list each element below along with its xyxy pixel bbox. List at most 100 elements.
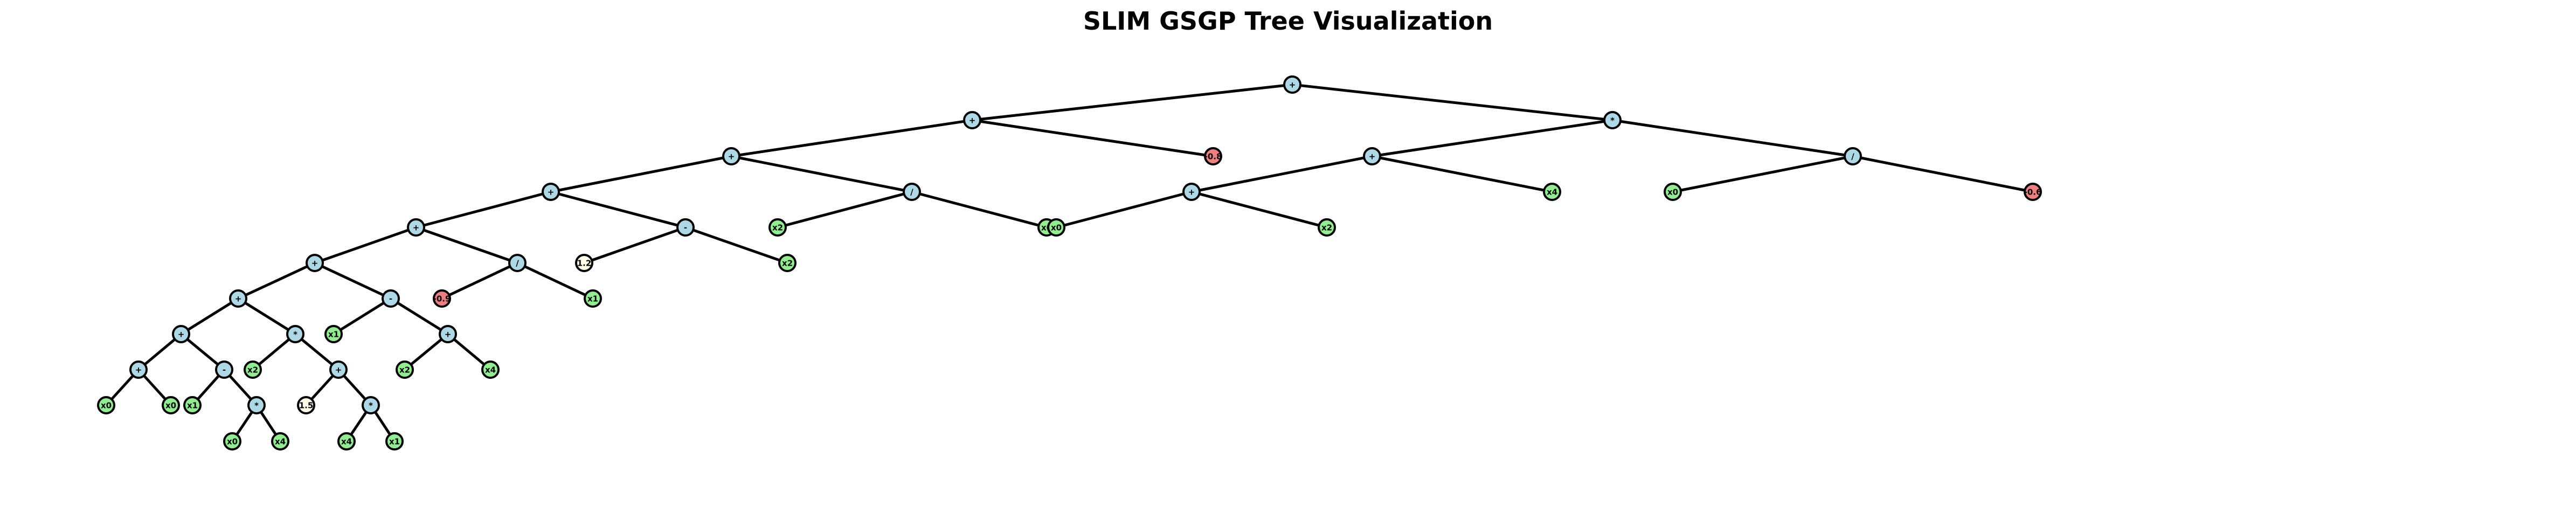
tree-node-function-minus: - — [676, 218, 695, 237]
node-label: - — [684, 223, 687, 233]
node-circle — [306, 254, 324, 272]
node-circle — [433, 289, 451, 308]
node-circle — [297, 396, 315, 414]
tree-edge — [972, 83, 1293, 122]
node-circle — [1283, 75, 1301, 94]
tree-edge — [333, 297, 392, 336]
node-circle — [722, 147, 740, 165]
node-circle — [172, 325, 190, 343]
node-circle — [183, 396, 202, 414]
node-label: - — [223, 365, 226, 375]
node-label: x1 — [587, 294, 598, 304]
node-circle — [337, 432, 356, 450]
tree-edge — [777, 190, 912, 229]
node-circle — [382, 289, 400, 308]
node-label: * — [1610, 116, 1615, 126]
tree-edge — [416, 190, 551, 229]
tree-node-terminal-x2: x2 — [768, 218, 787, 237]
node-label: + — [548, 188, 555, 197]
node-label: 1.5 — [299, 401, 314, 411]
tree-edge — [1372, 155, 1553, 193]
node-circle — [229, 289, 247, 308]
node-circle — [271, 432, 289, 450]
tree-edge — [731, 119, 973, 158]
tree-node-function-plus: + — [963, 111, 981, 129]
tree-node-function-plus: + — [542, 183, 560, 201]
node-label: * — [293, 330, 297, 339]
node-circle — [324, 325, 343, 343]
tree-node-terminal-x4: x4 — [1543, 183, 1561, 201]
tree-node-terminal-x1: x1 — [584, 289, 602, 308]
node-circle — [542, 183, 560, 201]
tree-node-function-plus: + — [306, 254, 324, 272]
tree-node-function-plus: + — [129, 361, 148, 379]
node-circle — [1543, 183, 1561, 201]
node-label: -0.6 — [2024, 188, 2042, 197]
tree-edge — [731, 155, 912, 193]
node-label: x0 — [227, 437, 238, 447]
node-label: + — [728, 152, 735, 162]
tree-node-function-plus: + — [439, 325, 457, 343]
node-label: x2 — [782, 259, 793, 268]
tree-node-function-plus: + — [1363, 147, 1381, 165]
tree-node-constant_neg-neg0-8: -0.8 — [1204, 147, 1222, 165]
node-circle — [97, 396, 115, 414]
tree-node-terminal-x2: x2 — [1318, 218, 1336, 237]
node-circle — [963, 111, 981, 129]
node-label: x1 — [328, 330, 339, 339]
tree-edge — [1292, 83, 1613, 122]
tree-edge — [314, 226, 417, 265]
tree-edge — [685, 226, 788, 265]
tree-node-terminal-x0: x0 — [162, 396, 180, 414]
tree-node-terminal-x1: x1 — [324, 325, 343, 343]
node-circle — [329, 361, 348, 379]
tree-node-function-divide: / — [1844, 147, 1862, 165]
tree-node-terminal-x2: x2 — [244, 361, 262, 379]
node-label: x2 — [772, 223, 783, 233]
node-label: x2 — [1321, 223, 1332, 233]
tree-node-terminal-x0: x0 — [97, 396, 115, 414]
node-circle — [407, 218, 425, 237]
tree-node-function-divide: / — [508, 254, 527, 272]
node-label: x0 — [1051, 223, 1062, 233]
node-circle — [129, 361, 148, 379]
node-label: x4 — [485, 365, 496, 375]
node-circle — [575, 254, 593, 272]
tree-edge — [237, 297, 296, 336]
tree-node-function-divide: / — [903, 183, 921, 201]
tree-node-constant_pos-1-2: 1.2 — [575, 254, 593, 272]
tree-edge — [1191, 190, 1327, 229]
tree-edge — [1612, 119, 1853, 158]
node-circle — [1603, 111, 1622, 129]
tree-edge — [180, 297, 239, 336]
tree-edge — [584, 226, 686, 265]
node-circle — [396, 361, 414, 379]
node-circle — [244, 361, 262, 379]
node-label: + — [311, 259, 318, 268]
tree-edge — [447, 333, 491, 371]
node-label: + — [135, 365, 142, 375]
tree-edges — [105, 83, 2033, 442]
node-circle — [768, 218, 787, 237]
tree-node-function-minus: - — [215, 361, 233, 379]
node-circle — [439, 325, 457, 343]
tree-node-terminal-x2: x2 — [778, 254, 797, 272]
tree-edge — [314, 261, 392, 300]
tree-edge — [404, 333, 449, 371]
node-circle — [385, 432, 404, 450]
tree-node-function-times: * — [1603, 111, 1622, 129]
node-label: + — [1289, 80, 1296, 90]
tree-node-function-times: * — [362, 396, 380, 414]
node-label: x0 — [1667, 188, 1678, 197]
tree-node-constant_pos-1-5: 1.5 — [297, 396, 315, 414]
node-label: + — [969, 116, 976, 126]
tree-edge — [911, 190, 1047, 229]
tree-edge — [441, 261, 518, 300]
tree-edge — [1852, 155, 2033, 193]
node-label: x4 — [275, 437, 286, 447]
node-circle — [1047, 218, 1065, 237]
node-circle — [584, 289, 602, 308]
tree-edge — [237, 261, 316, 300]
tree-edge — [1191, 155, 1373, 193]
node-label: x0 — [101, 401, 112, 411]
